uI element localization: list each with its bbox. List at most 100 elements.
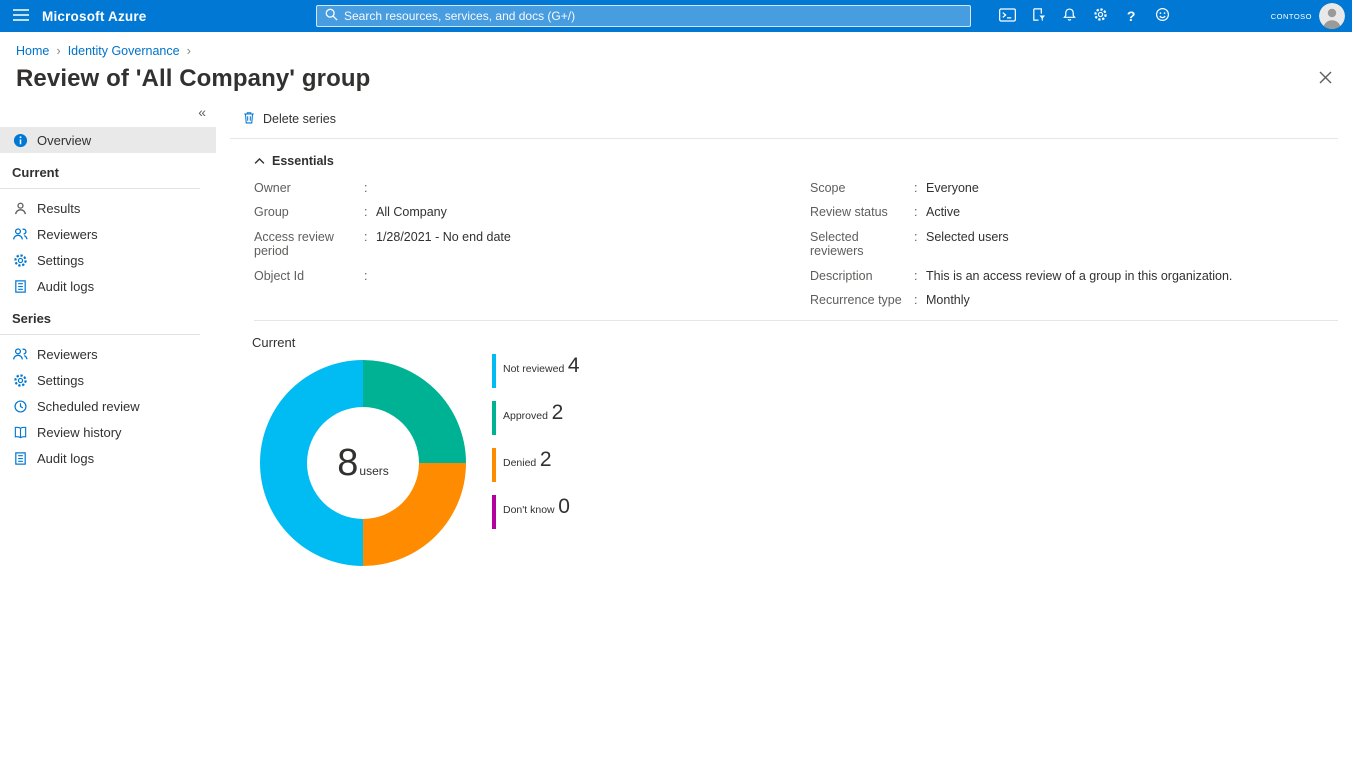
people-icon: [12, 346, 28, 362]
essentials-row-recurrence-type: Recurrence type Monthly: [810, 293, 1338, 307]
field-colon: [914, 205, 926, 219]
sidebar-item-reviewers-series[interactable]: Reviewers: [0, 341, 216, 367]
essentials-row-group: Group All Company: [254, 205, 810, 219]
sidebar-item-label: Audit logs: [37, 278, 95, 294]
book-icon: [12, 424, 28, 440]
sidebar-item-scheduled-review[interactable]: Scheduled review: [0, 393, 216, 419]
chevron-right-icon: [187, 43, 191, 58]
help-icon: ?: [1126, 8, 1136, 24]
sidebar-item-overview[interactable]: Overview: [0, 127, 216, 153]
field-colon: [364, 205, 376, 219]
field-colon: [914, 230, 926, 259]
gear-icon: [12, 252, 28, 268]
essentials-row-object-id: Object Id: [254, 269, 810, 283]
field-colon: [364, 269, 376, 283]
blade-content: « Overview Current Results Reviewers: [0, 99, 1352, 751]
sidebar-section-series: Series: [0, 311, 200, 335]
topbar-actions: ? CONTOSO: [992, 0, 1352, 32]
chart-section-title: Current: [252, 335, 296, 351]
legend-value: 0: [558, 495, 570, 519]
sidebar-item-label: Review history: [37, 424, 122, 440]
legend-value: 2: [539, 448, 552, 472]
sidebar-section-current: Current: [0, 165, 200, 189]
audit-log-icon: [12, 278, 28, 294]
command-bar: Delete series: [230, 103, 1338, 139]
cloud-shell-icon: [998, 7, 1016, 25]
donut-center: 8 users: [307, 407, 419, 520]
essentials-toggle[interactable]: Essentials: [254, 154, 334, 168]
sidebar-item-settings-series[interactable]: Settings: [0, 367, 216, 393]
breadcrumb: Home Identity Governance: [0, 32, 1352, 60]
sidebar-item-audit-logs-series[interactable]: Audit logs: [0, 445, 216, 471]
tenant-name: CONTOSO: [1270, 11, 1312, 21]
essentials-row-access-review-period: Access review period 1/28/2021 - No end …: [254, 230, 810, 259]
notifications-button[interactable]: [1054, 0, 1085, 32]
sidebar-item-label: Settings: [37, 252, 84, 268]
legend-label: Approved: [503, 410, 548, 423]
essentials-left-column: Owner Group All Company Access review pe…: [254, 181, 810, 317]
field-label: Access review period: [254, 229, 334, 259]
field-label: Scope: [810, 181, 846, 195]
sidebar-item-audit-logs-current[interactable]: Audit logs: [0, 273, 216, 299]
chevron-up-icon: [254, 154, 265, 168]
field-label: Description: [810, 268, 873, 283]
field-value: Everyone: [926, 181, 979, 195]
field-label: Owner: [254, 181, 291, 195]
delete-series-button[interactable]: Delete series: [242, 110, 336, 128]
breadcrumb-identity-governance[interactable]: Identity Governance: [67, 43, 180, 58]
legend-label: Not reviewed: [503, 363, 565, 376]
legend-value: 4: [567, 354, 580, 378]
feedback-button[interactable]: [1147, 0, 1178, 32]
field-label: Selected reviewers: [810, 229, 864, 259]
legend-label: Denied: [503, 457, 537, 470]
essentials-grid: Owner Group All Company Access review pe…: [254, 181, 1338, 317]
legend-tick: [492, 448, 496, 483]
account-menu[interactable]: CONTOSO: [1264, 3, 1352, 29]
sidebar-item-label: Reviewers: [37, 226, 98, 242]
azure-top-bar: Microsoft Azure ?: [0, 0, 1352, 32]
avatar: [1319, 3, 1345, 29]
essentials-row-description: Description This is an access review of …: [810, 269, 1338, 283]
chart-legend: Not reviewed 4 Approved 2 Denied 2: [492, 354, 580, 566]
field-colon: [914, 269, 926, 283]
help-button[interactable]: ?: [1116, 0, 1147, 32]
legend-tick: [492, 495, 496, 530]
cloud-shell-button[interactable]: [992, 0, 1023, 32]
legend-label: Don't know: [503, 504, 555, 517]
sidebar-item-label: Settings: [37, 372, 84, 388]
sidebar-item-settings-current[interactable]: Settings: [0, 247, 216, 273]
hamburger-menu-button[interactable]: [0, 0, 42, 32]
people-icon: [12, 226, 28, 242]
legend-item-dont-know: Don't know 0: [492, 495, 580, 530]
field-value: Active: [926, 205, 961, 220]
gear-icon: [12, 372, 28, 388]
feedback-icon: [1155, 7, 1170, 25]
notifications-icon: [1062, 7, 1077, 25]
trash-icon: [242, 110, 256, 128]
azure-brand[interactable]: Microsoft Azure: [42, 8, 147, 24]
sidebar-item-reviewers-current[interactable]: Reviewers: [0, 221, 216, 247]
sidebar-collapse-button[interactable]: «: [0, 101, 216, 127]
gear-icon: [1093, 7, 1108, 25]
delete-series-label: Delete series: [263, 112, 336, 126]
field-label: Group: [254, 205, 289, 220]
field-value: All Company: [376, 205, 447, 220]
legend-tick: [492, 401, 496, 436]
directories-filter-button[interactable]: [1023, 0, 1054, 32]
sidebar-item-label: Results: [37, 200, 81, 216]
search-input[interactable]: [344, 9, 962, 23]
page-header: Review of 'All Company' group: [0, 60, 1352, 99]
field-value: 1/28/2021 - No end date: [376, 229, 511, 244]
breadcrumb-home[interactable]: Home: [16, 43, 50, 58]
search-icon: [325, 8, 338, 24]
main-panel: Delete series Essentials Owner: [216, 99, 1352, 751]
field-label: Review status: [810, 205, 888, 220]
field-value: Selected users: [926, 229, 1009, 244]
settings-button[interactable]: [1085, 0, 1116, 32]
field-colon: [364, 230, 376, 259]
sidebar-item-review-history[interactable]: Review history: [0, 419, 216, 445]
sidebar-item-results[interactable]: Results: [0, 195, 216, 221]
legend-item-not-reviewed: Not reviewed 4: [492, 354, 580, 389]
close-blade-button[interactable]: [1319, 71, 1332, 84]
global-search-box[interactable]: [316, 5, 971, 27]
